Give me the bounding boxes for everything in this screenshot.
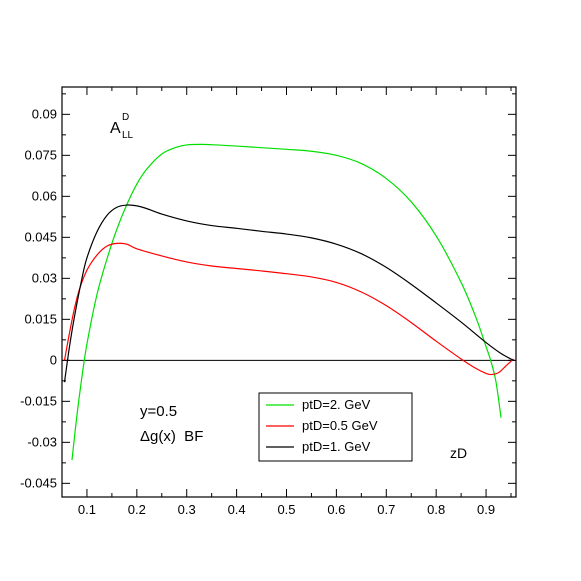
y-tick-label: -0.015	[20, 393, 57, 408]
legend: ptD=2. GeV ptD=0.5 GeV ptD=1. GeV	[258, 392, 413, 462]
annotation-dg: Δg(x) BF	[140, 428, 203, 445]
series-line-2	[63, 204, 514, 383]
y-tick-label: 0	[50, 352, 57, 367]
x-tick-label: 0.3	[178, 502, 196, 517]
annotation-y: y=0.5	[140, 403, 177, 420]
series-line-1	[63, 242, 514, 376]
observable-superscript: D	[122, 112, 129, 123]
y-tick-label: -0.03	[27, 434, 57, 449]
y-tick-label: 0.09	[32, 106, 57, 121]
y-tick-label: 0.06	[32, 188, 57, 203]
y-tick-label: 0.015	[24, 311, 57, 326]
x-tick-label: 0.4	[228, 502, 246, 517]
series-layer	[63, 143, 514, 461]
y-tick-label: 0.075	[24, 147, 57, 162]
x-tick-label: 0.9	[477, 502, 495, 517]
x-tick-label: 0.1	[78, 502, 96, 517]
series-line-0	[71, 143, 502, 461]
axis-ticks: -0.045 -0.03 -0.015 0 0.015 0.03 0.045 0.06 0.07…	[20, 87, 516, 517]
legend-label-ptd1: ptD=1. GeV	[302, 439, 371, 454]
legend-label-ptd05: ptD=0.5 GeV	[302, 418, 378, 433]
legend-box	[258, 392, 413, 462]
x-axis-label: zD	[450, 445, 467, 461]
observable-label: A	[110, 120, 121, 137]
y-tick-label: 0.045	[24, 229, 57, 244]
observable-subscript: LL	[122, 130, 134, 141]
legend-label-ptd2: ptD=2. GeV	[302, 397, 371, 412]
x-tick-label: 0.7	[377, 502, 395, 517]
x-tick-label: 0.5	[277, 502, 295, 517]
x-tick-label: 0.8	[427, 502, 445, 517]
x-tick-label: 0.6	[327, 502, 345, 517]
y-tick-label: 0.03	[32, 270, 57, 285]
x-tick-label: 0.2	[128, 502, 146, 517]
plot-frame	[61, 86, 517, 498]
y-tick-label: -0.045	[20, 475, 57, 490]
